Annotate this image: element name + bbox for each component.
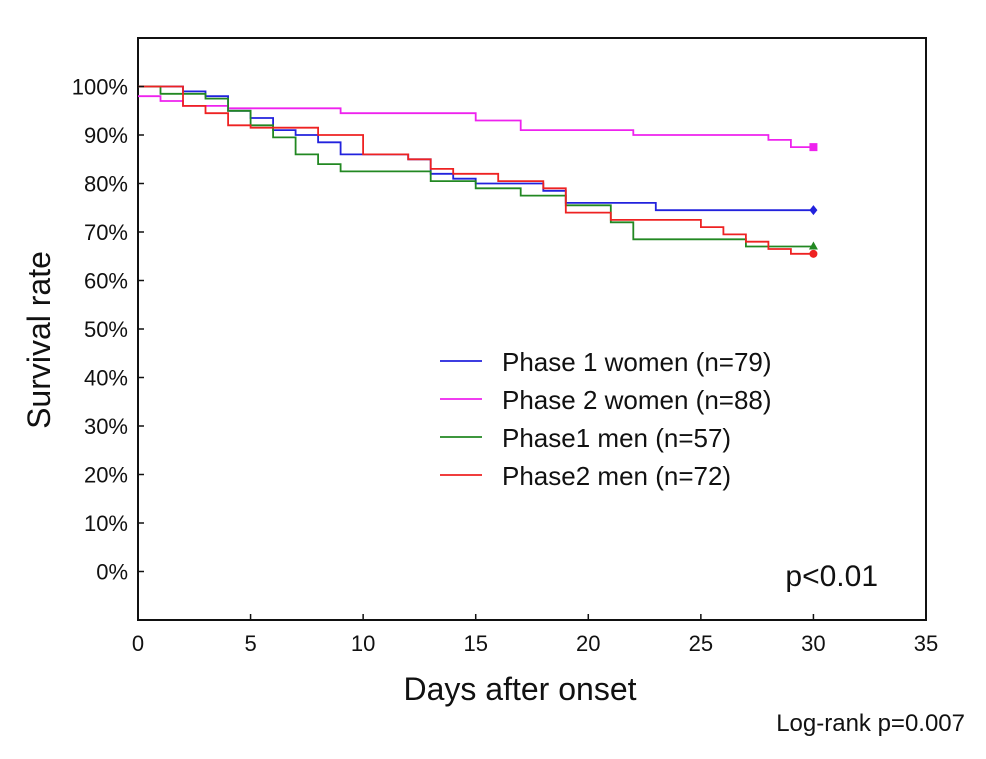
series-marker-phase-1-women-n-79 bbox=[809, 205, 818, 216]
series-marker-phase2-men-n-72 bbox=[809, 249, 818, 258]
y-tick-label-20: 20% bbox=[84, 463, 128, 488]
x-tick-label-25: 25 bbox=[689, 631, 713, 656]
x-axis: 0 5 10 15 20 25 30 35 bbox=[132, 614, 938, 656]
y-tick-label-90: 90% bbox=[84, 123, 128, 148]
x-axis-title: Days after onset bbox=[404, 671, 637, 707]
log-rank-annotation: Log-rank p=0.007 bbox=[776, 710, 965, 737]
x-tick-label-30: 30 bbox=[801, 631, 825, 656]
y-tick-label-80: 80% bbox=[84, 172, 128, 197]
series-marker-phase1-men-n-57 bbox=[808, 241, 818, 250]
y-tick-label-70: 70% bbox=[84, 220, 128, 245]
y-tick-label-100: 100% bbox=[72, 75, 128, 100]
y-tick-label-30: 30% bbox=[84, 414, 128, 439]
y-axis: 0% 10% 20% 30% 40% 50% 60% 70% 80% 90% 100% bbox=[72, 75, 144, 585]
x-tick-label-0: 0 bbox=[132, 631, 144, 656]
plot-frame bbox=[137, 37, 927, 621]
x-tick-label-35: 35 bbox=[914, 631, 938, 656]
x-tick-label-5: 5 bbox=[244, 631, 256, 656]
x-tick-label-15: 15 bbox=[463, 631, 487, 656]
y-tick-label-40: 40% bbox=[84, 366, 128, 391]
series-layer bbox=[138, 85, 814, 255]
series-marker-phase-2-women-n-88 bbox=[809, 143, 818, 152]
legend-label-phase1-men-n-57: Phase1 men (n=57) bbox=[502, 423, 731, 453]
markers-layer bbox=[808, 143, 818, 258]
x-tick-label-20: 20 bbox=[576, 631, 600, 656]
series-line-phase2-men-n-72 bbox=[138, 85, 814, 255]
y-tick-label-10: 10% bbox=[84, 511, 128, 536]
y-tick-label-60: 60% bbox=[84, 269, 128, 294]
y-tick-label-0: 0% bbox=[96, 560, 128, 585]
legend-label-phase2-men-n-72: Phase2 men (n=72) bbox=[502, 461, 731, 491]
legend-label-phase-2-women-n-88: Phase 2 women (n=88) bbox=[502, 385, 772, 415]
x-tick-label-10: 10 bbox=[351, 631, 375, 656]
y-tick-label-50: 50% bbox=[84, 317, 128, 342]
legend: Phase 1 women (n=79) Phase 2 women (n=88)… bbox=[440, 347, 772, 491]
y-axis-title: Survival rate bbox=[21, 251, 57, 429]
legend-label-phase-1-women-n-79: Phase 1 women (n=79) bbox=[502, 347, 772, 377]
p-value-annotation: p<0.01 bbox=[785, 560, 878, 593]
